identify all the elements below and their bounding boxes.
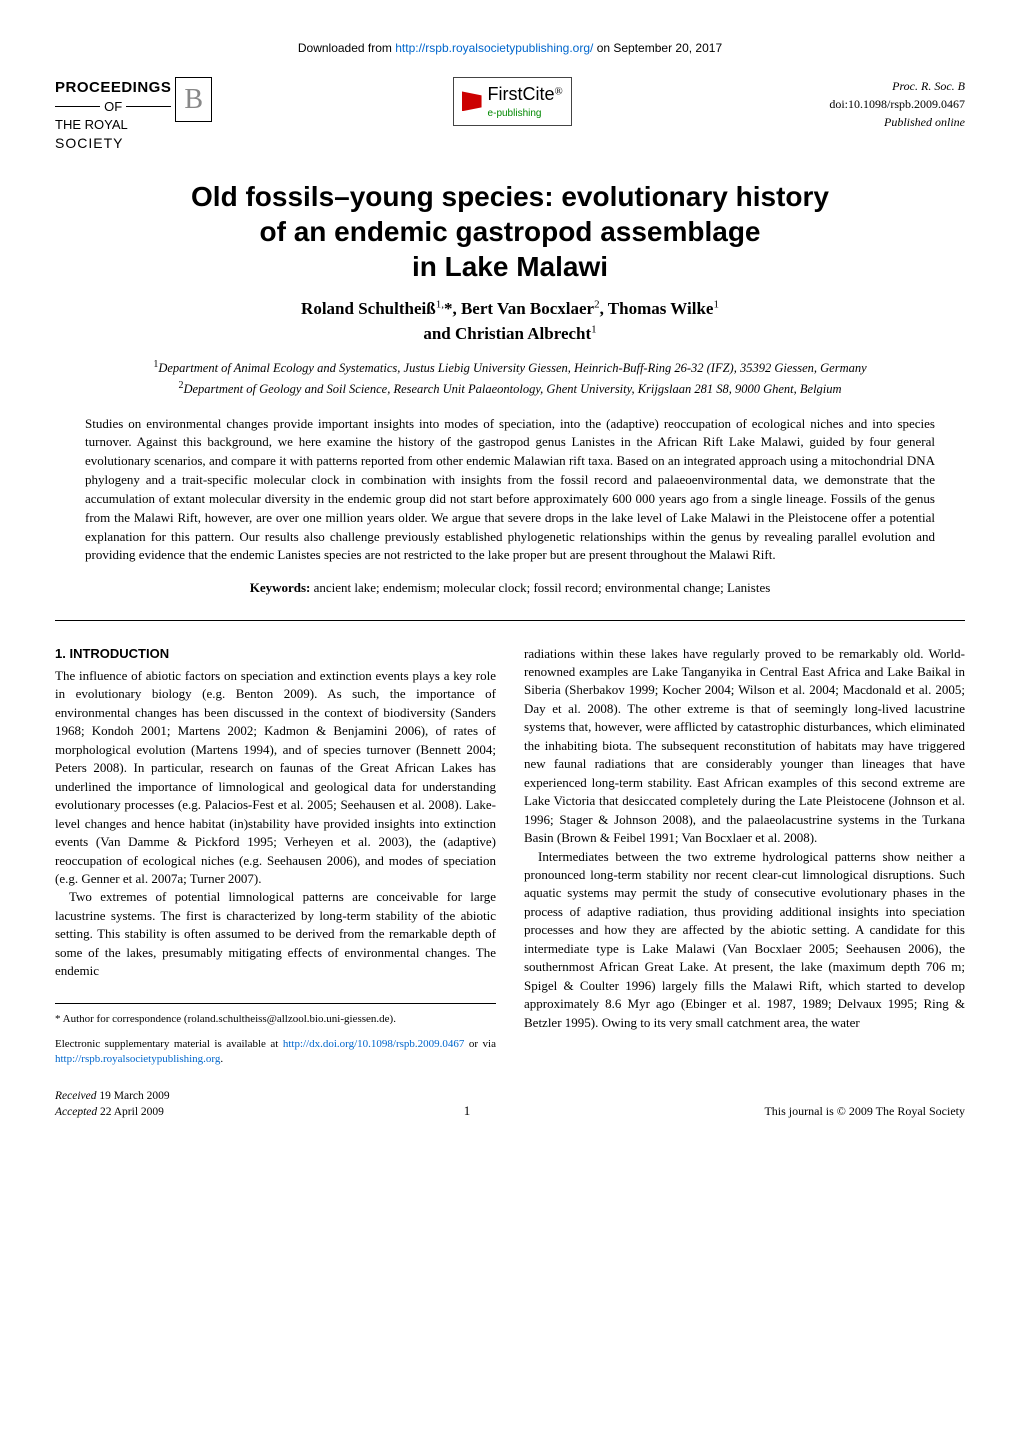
banner-suffix: on September 20, 2017 bbox=[593, 41, 722, 55]
pub-online: Published online bbox=[829, 113, 965, 131]
dates: Received 19 March 2009 Accepted 22 April… bbox=[55, 1088, 170, 1120]
author-2: , Bert Van Bocxlaer bbox=[452, 299, 594, 318]
pub-meta: Proc. R. Soc. B doi:10.1098/rspb.2009.04… bbox=[829, 77, 965, 131]
logo-of: OF bbox=[104, 98, 122, 116]
received-label: Received bbox=[55, 1090, 97, 1102]
body-columns: 1. INTRODUCTION The influence of abiotic… bbox=[55, 645, 965, 1068]
logo-the-royal: THE ROYAL bbox=[55, 116, 171, 134]
column-left: 1. INTRODUCTION The influence of abiotic… bbox=[55, 645, 496, 1068]
firstcite-title: FirstCite bbox=[488, 84, 555, 104]
firstcite-badge: FirstCite® e-publishing bbox=[453, 77, 572, 126]
supp-link-2[interactable]: http://rspb.royalsocietypublishing.org bbox=[55, 1053, 220, 1065]
supp-text-1: Electronic supplementary material is ava… bbox=[55, 1038, 283, 1050]
abstract: Studies on environmental changes provide… bbox=[85, 415, 935, 566]
supp-link-1[interactable]: http://dx.doi.org/10.1098/rspb.2009.0467 bbox=[283, 1038, 465, 1050]
logo-proceedings: PROCEEDINGS bbox=[55, 77, 171, 98]
col1-para-1: The influence of abiotic factors on spec… bbox=[55, 667, 496, 888]
title-line-3: in Lake Malawi bbox=[412, 251, 608, 282]
banner-prefix: Downloaded from bbox=[298, 41, 395, 55]
title-line-1: Old fossils–young species: evolutionary … bbox=[191, 181, 829, 212]
doi: doi:10.1098/rspb.2009.0467 bbox=[829, 95, 965, 113]
supp-text-3: . bbox=[220, 1053, 223, 1065]
author-1-aff: 1, bbox=[436, 298, 444, 310]
keywords-line: Keywords: ancient lake; endemism; molecu… bbox=[55, 579, 965, 597]
affiliations: 1Department of Animal Ecology and System… bbox=[55, 357, 965, 399]
col2-para-1: radiations within these lakes have regul… bbox=[524, 645, 965, 848]
download-banner: Downloaded from http://rspb.royalsociety… bbox=[55, 40, 965, 57]
keywords-label: Keywords: bbox=[250, 580, 311, 595]
corresponding-author: * Author for correspondence (roland.schu… bbox=[55, 1012, 496, 1027]
aff-1: Department of Animal Ecology and Systema… bbox=[158, 361, 866, 375]
banner-url[interactable]: http://rspb.royalsocietypublishing.org/ bbox=[395, 41, 593, 55]
author-1: Roland Schultheiß bbox=[301, 299, 436, 318]
author-4: and Christian Albrecht bbox=[423, 324, 591, 343]
firstcite-reg: ® bbox=[555, 85, 563, 97]
page-number: 1 bbox=[464, 1102, 471, 1120]
logo-b: B bbox=[175, 77, 212, 122]
firstcite-sub: e-publishing bbox=[488, 107, 563, 121]
keywords-text: ancient lake; endemism; molecular clock;… bbox=[310, 580, 770, 595]
title-line-2: of an endemic gastropod assemblage bbox=[259, 216, 760, 247]
column-right: radiations within these lakes have regul… bbox=[524, 645, 965, 1068]
accepted-label: Accepted bbox=[55, 1106, 97, 1118]
author-3-aff: 1 bbox=[713, 298, 719, 310]
authors: Roland Schultheiß1,*, Bert Van Bocxlaer2… bbox=[55, 296, 965, 347]
journal-abbrev: Proc. R. Soc. B bbox=[829, 77, 965, 95]
supp-text-2: or via bbox=[464, 1038, 496, 1050]
author-4-aff: 1 bbox=[591, 324, 597, 336]
col1-para-2: Two extremes of potential limnological p… bbox=[55, 888, 496, 980]
footnotes: * Author for correspondence (roland.schu… bbox=[55, 1003, 496, 1068]
received-date: 19 March 2009 bbox=[97, 1090, 170, 1102]
header-row: PROCEEDINGS OF THE ROYAL SOCIETY B First… bbox=[55, 77, 965, 154]
supplementary-note: Electronic supplementary material is ava… bbox=[55, 1037, 496, 1068]
firstcite-icon bbox=[462, 91, 482, 111]
aff-2: Department of Geology and Soil Science, … bbox=[183, 382, 841, 396]
journal-logo: PROCEEDINGS OF THE ROYAL SOCIETY B bbox=[55, 77, 195, 154]
copyright: This journal is © 2009 The Royal Society bbox=[764, 1103, 965, 1120]
separator bbox=[55, 620, 965, 621]
footer-row: Received 19 March 2009 Accepted 22 April… bbox=[55, 1088, 965, 1120]
accepted-date: 22 April 2009 bbox=[97, 1106, 164, 1118]
article-title: Old fossils–young species: evolutionary … bbox=[55, 179, 965, 284]
section-1-heading: 1. INTRODUCTION bbox=[55, 645, 496, 663]
logo-society: SOCIETY bbox=[55, 134, 171, 154]
col2-para-2: Intermediates between the two extreme hy… bbox=[524, 848, 965, 1033]
author-3: , Thomas Wilke bbox=[600, 299, 714, 318]
